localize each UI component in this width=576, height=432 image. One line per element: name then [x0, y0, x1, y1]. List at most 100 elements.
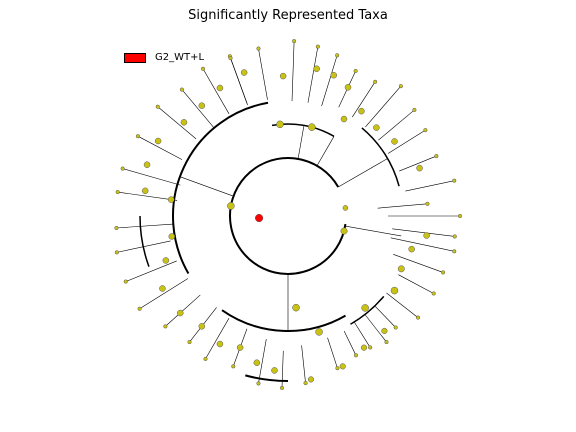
branch-line — [345, 225, 402, 237]
taxon-node — [416, 164, 423, 172]
taxon-leaf — [452, 234, 457, 239]
branch-line — [398, 274, 434, 294]
branch-line — [179, 176, 234, 197]
taxon-leaf — [398, 84, 403, 89]
branch-line — [386, 292, 419, 318]
taxon-node — [339, 363, 346, 370]
taxon-node — [373, 124, 380, 131]
legend-swatch — [124, 52, 146, 63]
branch-line — [399, 155, 437, 172]
taxon-node — [360, 344, 368, 351]
branch-line — [353, 321, 371, 348]
taxon-leaf — [203, 356, 208, 361]
taxon-node — [236, 344, 244, 351]
taxon-leaf — [353, 68, 358, 74]
taxon-leaf — [120, 166, 125, 171]
taxon-leaf — [279, 385, 285, 390]
branch-line — [202, 68, 230, 114]
taxon-leaf — [423, 128, 428, 133]
taxon-leaf — [292, 39, 297, 44]
taxon-node — [176, 309, 184, 317]
taxon-node — [344, 84, 352, 91]
branch-line — [343, 330, 357, 356]
branch-line — [307, 46, 319, 103]
taxon-leaf — [303, 381, 308, 386]
highlighted-taxon-node — [255, 213, 264, 223]
taxon-leaf — [440, 270, 446, 275]
taxon-node — [315, 328, 323, 336]
branch-line — [137, 135, 183, 160]
branch-line — [165, 294, 201, 327]
taxon-node — [159, 285, 166, 292]
taxon-node — [276, 120, 284, 129]
cladogram-edges — [116, 41, 460, 388]
branch-line — [281, 350, 284, 388]
taxon-leaf — [123, 279, 128, 284]
taxon-node — [308, 123, 316, 131]
clade-arc — [139, 215, 150, 267]
branch-line — [157, 106, 197, 140]
taxon-node — [292, 303, 300, 312]
branch-line — [321, 55, 338, 107]
branch-line — [291, 41, 295, 102]
taxon-node — [141, 187, 149, 195]
branch-line — [387, 129, 426, 154]
clade-arc — [245, 374, 289, 382]
taxon-node — [216, 84, 224, 92]
branch-line — [393, 254, 444, 273]
taxon-leaf — [431, 291, 436, 296]
taxon-node — [198, 323, 206, 330]
taxon-leaf — [452, 249, 457, 254]
taxon-leaf — [179, 87, 184, 92]
taxon-leaf — [412, 107, 417, 112]
taxon-node — [180, 119, 188, 126]
cladogram-nodes — [114, 39, 463, 390]
taxon-node — [143, 161, 151, 168]
taxon-node — [342, 205, 349, 211]
taxon-node — [361, 304, 369, 312]
taxon-leaf — [384, 340, 389, 345]
taxon-node — [279, 72, 287, 80]
branch-line — [205, 318, 230, 360]
branch-line — [365, 85, 402, 128]
taxon-node — [307, 376, 315, 383]
branch-line — [405, 180, 455, 192]
taxon-node — [198, 102, 206, 109]
taxon-leaf — [353, 353, 358, 358]
branch-line — [117, 191, 178, 201]
legend: G2_WT+L — [124, 52, 204, 63]
branch-line — [116, 223, 174, 229]
taxon-leaf — [335, 366, 340, 371]
taxon-leaf — [393, 325, 398, 330]
taxon-leaf — [434, 154, 439, 159]
taxon-node — [390, 286, 399, 295]
taxon-leaf — [187, 340, 192, 345]
branch-line — [125, 260, 177, 282]
taxon-leaf — [155, 104, 160, 109]
taxon-leaf — [457, 213, 463, 219]
taxon-node — [168, 233, 176, 240]
clade-arc — [221, 309, 346, 332]
branch-line — [378, 109, 415, 141]
branch-line — [364, 314, 387, 343]
taxon-leaf — [228, 56, 233, 61]
taxon-leaf — [115, 190, 120, 195]
taxon-node — [408, 245, 415, 253]
taxon-leaf — [114, 250, 119, 255]
branch-line — [116, 240, 171, 253]
taxon-node — [397, 265, 405, 273]
taxon-node — [240, 69, 248, 76]
taxon-node — [162, 257, 170, 264]
taxon-node — [271, 367, 278, 374]
clade-arc — [229, 157, 347, 275]
taxon-leaf — [256, 381, 261, 386]
taxon-node — [253, 359, 261, 366]
branch-line — [258, 48, 268, 100]
taxon-leaf — [368, 345, 373, 350]
taxon-leaf — [231, 364, 236, 369]
taxon-node — [330, 71, 337, 79]
taxon-leaf — [315, 44, 320, 49]
taxon-leaf — [425, 201, 430, 206]
taxon-node — [216, 340, 224, 348]
